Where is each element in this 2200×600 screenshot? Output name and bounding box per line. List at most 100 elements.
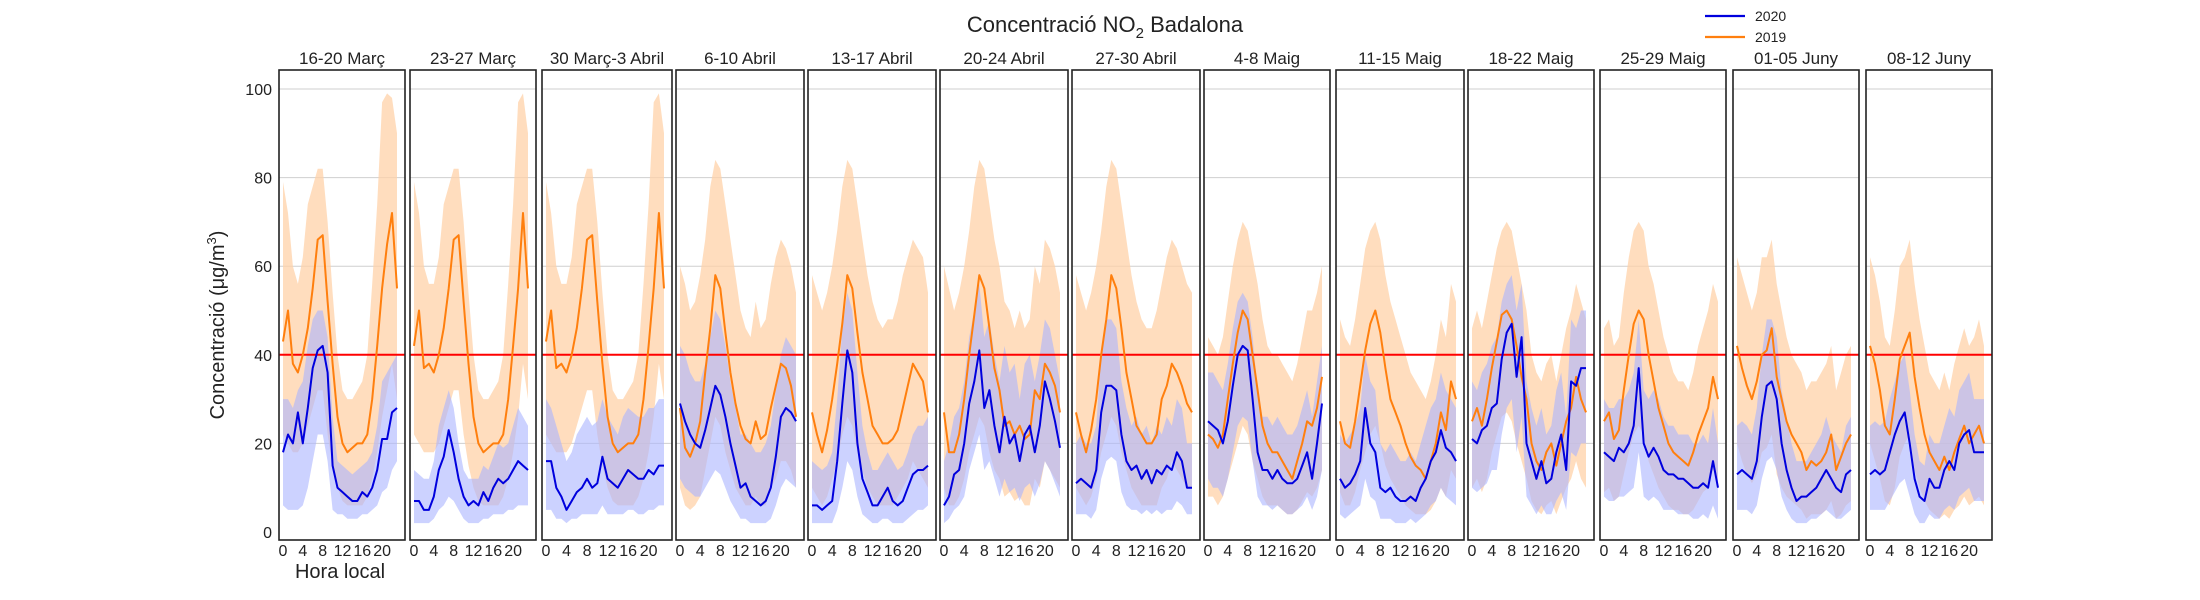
panel: 20-24 Abril 0 4 8 12 16 20 bbox=[939, 49, 1069, 560]
x-tick-label: 4 bbox=[960, 543, 969, 560]
x-tick-label: 8 bbox=[848, 543, 857, 560]
x-tick-label: 12 bbox=[1921, 543, 1939, 560]
x-tick-label: 12 bbox=[864, 543, 882, 560]
x-tick-label: 12 bbox=[465, 543, 483, 560]
panel-title: 30 Març-3 Abril bbox=[550, 49, 664, 68]
series-2020-line bbox=[414, 429, 529, 511]
x-tick-label: 4 bbox=[1092, 543, 1101, 560]
x-tick-label: 4 bbox=[1356, 543, 1365, 560]
x-tick-label: 0 bbox=[1336, 543, 1345, 560]
band-2020 bbox=[1076, 319, 1192, 519]
panel: 23-27 Març 0 4 8 12 16 20 bbox=[409, 49, 537, 560]
y-tick-label: 0 bbox=[263, 525, 272, 542]
panel-frame bbox=[1335, 69, 1465, 541]
band-2020 bbox=[680, 310, 796, 524]
series-2020-line bbox=[1869, 411, 1984, 502]
x-tick-label: 12 bbox=[996, 543, 1014, 560]
x-tick-label: 8 bbox=[1772, 543, 1781, 560]
x-tick-label: 0 bbox=[1072, 543, 1081, 560]
panel-title: 23-27 Març bbox=[430, 49, 516, 68]
panel: 11-15 Maig 0 4 8 12 16 20 bbox=[1335, 49, 1465, 560]
panel-frame bbox=[1467, 69, 1595, 541]
panel: 01-05 Juny 0 4 8 12 16 20 bbox=[1732, 49, 1860, 560]
x-tick-label: 12 bbox=[1128, 543, 1146, 560]
x-tick-label: 12 bbox=[334, 543, 352, 560]
x-tick-label: 0 bbox=[279, 543, 288, 560]
y-tick-label: 80 bbox=[254, 171, 272, 188]
x-tick-label: 20 bbox=[772, 543, 790, 560]
series-2019-line bbox=[545, 212, 665, 454]
series-2019-line bbox=[1075, 274, 1193, 454]
x-tick-label: 20 bbox=[904, 543, 922, 560]
series-2020-line bbox=[282, 344, 398, 502]
x-tick-label: 20 bbox=[1827, 543, 1845, 560]
x-tick-label: 4 bbox=[696, 543, 705, 560]
series-2020-line bbox=[1339, 407, 1457, 502]
x-tick-label: 20 bbox=[1298, 543, 1316, 560]
x-tick-label: 4 bbox=[1752, 543, 1761, 560]
x-tick-label: 20 bbox=[1036, 543, 1054, 560]
x-tick-label: 0 bbox=[542, 543, 551, 560]
x-tick-label: 20 bbox=[504, 543, 522, 560]
x-tick-label: 0 bbox=[1600, 543, 1609, 560]
series-2019-line bbox=[1736, 327, 1852, 471]
panel-title: 25-29 Maig bbox=[1620, 49, 1705, 68]
x-tick-label: 20 bbox=[1960, 543, 1978, 560]
x-tick-label: 20 bbox=[1694, 543, 1712, 560]
series-2020-line bbox=[1603, 367, 1719, 489]
panel-title: 18-22 Maig bbox=[1488, 49, 1573, 68]
x-tick-label: 8 bbox=[980, 543, 989, 560]
panel-title: 27-30 Abril bbox=[1095, 49, 1176, 68]
x-tick-label: 20 bbox=[1562, 543, 1580, 560]
x-tick-label: 0 bbox=[676, 543, 685, 560]
x-tick-label: 20 bbox=[640, 543, 658, 560]
panel-frame bbox=[278, 69, 406, 541]
x-tick-label: 16 bbox=[1148, 543, 1166, 560]
x-tick-label: 16 bbox=[619, 543, 637, 560]
legend: 2020 2019 bbox=[1705, 8, 1786, 45]
panel-title: 11-15 Maig bbox=[1358, 49, 1442, 68]
x-tick-label: 0 bbox=[1468, 543, 1477, 560]
panel-frame bbox=[1732, 69, 1860, 541]
x-tick-label: 4 bbox=[828, 543, 837, 560]
x-tick-label: 4 bbox=[1619, 543, 1628, 560]
x-tick-label: 16 bbox=[1807, 543, 1825, 560]
series-2019-line bbox=[413, 212, 529, 454]
legend-label-2020: 2020 bbox=[1755, 8, 1786, 24]
x-tick-label: 0 bbox=[808, 543, 817, 560]
x-tick-label: 20 bbox=[1168, 543, 1186, 560]
x-tick-label: 8 bbox=[1243, 543, 1252, 560]
x-tick-label: 0 bbox=[1204, 543, 1213, 560]
y-axis-label: Concentració (μg/m3) bbox=[204, 231, 229, 420]
panel-title: 6-10 Abril bbox=[704, 49, 776, 68]
series-2019-line bbox=[1471, 309, 1587, 471]
x-tick-label: 12 bbox=[599, 543, 617, 560]
x-tick-label: 4 bbox=[429, 543, 438, 560]
series-2019-line bbox=[1603, 309, 1719, 467]
band-2020 bbox=[414, 390, 528, 524]
band-2020 bbox=[283, 310, 397, 519]
series-2020-line bbox=[1471, 322, 1586, 485]
x-tick-label: 0 bbox=[940, 543, 949, 560]
series-2019-line bbox=[1207, 309, 1323, 480]
band-2020 bbox=[812, 292, 928, 524]
series-2020-line bbox=[812, 349, 929, 511]
panel: 08-12 Juny 0 4 8 12 16 20 bbox=[1865, 49, 1993, 560]
panel: 4-8 Maig 0 4 8 12 16 20 bbox=[1203, 49, 1331, 560]
panel: 13-17 Abril 0 4 8 12 16 20 bbox=[807, 49, 937, 560]
x-tick-label: 12 bbox=[1392, 543, 1410, 560]
x-tick-label: 16 bbox=[484, 543, 502, 560]
series-2020-line bbox=[1736, 380, 1852, 502]
panel: 30 Març-3 Abril 0 4 8 12 16 20 bbox=[541, 49, 673, 560]
panel-frame bbox=[1203, 69, 1331, 541]
x-tick-label: 8 bbox=[583, 543, 592, 560]
panel: 6-10 Abril 0 4 8 12 16 20 bbox=[675, 49, 805, 560]
x-tick-label: 12 bbox=[732, 543, 750, 560]
panel-frame bbox=[1071, 69, 1201, 541]
panel-title: 08-12 Juny bbox=[1887, 49, 1972, 68]
x-tick-label: 20 bbox=[373, 543, 391, 560]
x-tick-label: 8 bbox=[449, 543, 458, 560]
x-axis-label: Hora local bbox=[295, 561, 385, 583]
